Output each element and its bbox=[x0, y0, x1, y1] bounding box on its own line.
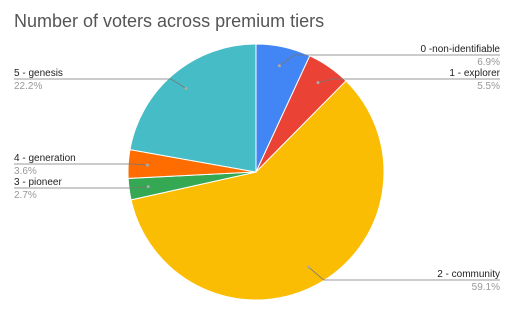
chart-title: Number of voters across premium tiers bbox=[14, 11, 324, 31]
slice-value-label: 3.6% bbox=[14, 166, 37, 177]
leader-line bbox=[308, 266, 500, 281]
leader-dot bbox=[316, 81, 320, 85]
leader-dot bbox=[184, 87, 188, 91]
slice-label: 0 -non-identifiable bbox=[421, 44, 501, 55]
slice-label: 5 - genesis bbox=[14, 68, 63, 79]
leader-line bbox=[317, 78, 500, 83]
pie-slice bbox=[129, 43, 257, 173]
slice-value-label: 59.1% bbox=[472, 282, 500, 293]
slice-value-label: 2.7% bbox=[14, 190, 37, 201]
leader-dot bbox=[146, 185, 150, 189]
slice-label: 1 - explorer bbox=[449, 68, 500, 79]
slice-value-label: 6.9% bbox=[477, 57, 500, 68]
slice-value-label: 22.2% bbox=[14, 81, 42, 92]
slice-label: 3 - pioneer bbox=[14, 177, 62, 188]
leader-dot bbox=[145, 163, 149, 167]
leader-line bbox=[14, 78, 187, 89]
slice-label: 2 - community bbox=[437, 269, 500, 280]
leader-dot bbox=[277, 64, 281, 68]
leader-dot bbox=[307, 265, 311, 269]
slice-label: 4 - generation bbox=[14, 153, 76, 164]
slice-value-label: 5.5% bbox=[477, 81, 500, 92]
leader-line bbox=[279, 54, 500, 67]
pie-slice bbox=[130, 80, 385, 301]
leader-line bbox=[14, 186, 149, 189]
leader-line bbox=[14, 163, 148, 166]
